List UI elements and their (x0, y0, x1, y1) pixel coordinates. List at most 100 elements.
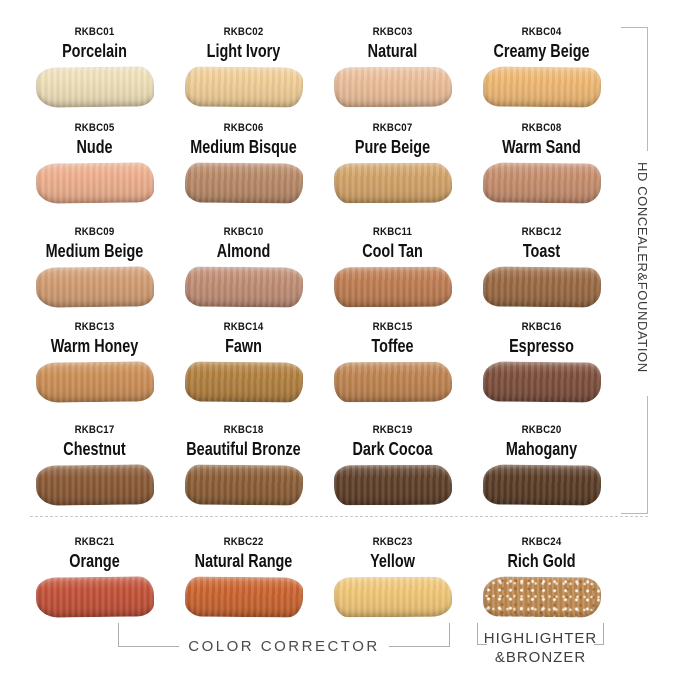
swatch-cell: RKBC03 Natural (318, 25, 467, 108)
section-divider-dashed-line (30, 516, 648, 517)
swatch-cell: RKBC07 Pure Beige (318, 121, 467, 204)
swatch-name: Orange (69, 551, 120, 571)
swatch-color-smear (333, 576, 452, 618)
swatch-cell: RKBC24 Rich Gold (467, 535, 616, 618)
bracket-line-left (119, 646, 180, 647)
bracket-top-tick (621, 27, 648, 28)
swatch-name: Cool Tan (362, 241, 423, 261)
swatch-name: Nude (76, 137, 113, 157)
swatch-code: RKBC08 (521, 122, 562, 134)
bracket-right-corner (594, 623, 604, 645)
swatch-row-6: RKBC21 Orange RKBC22 Natural Range RKBC2… (20, 535, 616, 618)
swatch-cell: RKBC09 Medium Beige (20, 225, 169, 308)
swatch-code: RKBC01 (74, 26, 115, 38)
swatch-color-smear (184, 66, 303, 108)
swatch-color-smear (482, 162, 601, 204)
swatch-color-smear (35, 464, 154, 506)
swatch-code: RKBC10 (223, 226, 264, 238)
swatch-color-smear-sparkle (482, 576, 601, 618)
right-group-bracket: HD CONCEALER&FOUNDATION (621, 27, 650, 514)
swatch-row-3: RKBC09 Medium Beige RKBC10 Almond RKBC11… (20, 225, 616, 308)
bracket-right-riser (449, 623, 450, 647)
swatch-cell: RKBC12 Toast (467, 225, 616, 308)
swatch-color-smear (333, 464, 452, 506)
swatch-name: Medium Beige (45, 241, 144, 261)
swatch-code: RKBC05 (74, 122, 115, 134)
swatch-color-smear (333, 266, 452, 308)
swatch-color-smear (184, 464, 303, 506)
swatch-code: RKBC09 (74, 226, 115, 238)
bracket-line-right (388, 646, 449, 647)
swatch-code: RKBC17 (74, 424, 115, 436)
swatch-code: RKBC21 (74, 536, 115, 548)
swatch-color-smear (35, 266, 154, 308)
swatch-cell: RKBC08 Warm Sand (467, 121, 616, 204)
swatch-cell: RKBC13 Warm Honey (20, 320, 169, 403)
swatch-cell: RKBC10 Almond (169, 225, 318, 308)
swatch-name: Yellow (370, 551, 415, 571)
swatch-cell: RKBC11 Cool Tan (318, 225, 467, 308)
swatch-code: RKBC23 (372, 536, 413, 548)
swatch-name: Toffee (371, 336, 414, 356)
swatch-cell: RKBC05 Nude (20, 121, 169, 204)
swatch-name: Almond (216, 241, 271, 261)
swatch-cell: RKBC22 Natural Range (169, 535, 318, 618)
swatch-code: RKBC14 (223, 321, 264, 333)
bottom-group-bracket-highlighter-bronzer: HIGHLIGHTER &BRONZER (477, 623, 604, 669)
swatch-code: RKBC04 (521, 26, 562, 38)
swatch-code: RKBC06 (223, 122, 264, 134)
swatch-name: Espresso (509, 336, 574, 356)
swatch-code: RKBC13 (74, 321, 115, 333)
swatch-color-smear (333, 162, 452, 204)
swatch-color-smear (482, 361, 601, 403)
swatch-name: Warm Honey (50, 336, 139, 356)
swatch-cell: RKBC04 Creamy Beige (467, 25, 616, 108)
swatch-code: RKBC03 (372, 26, 413, 38)
bracket-line-bottom (647, 396, 648, 514)
group-label-line-2: &BRONZER (494, 649, 587, 666)
swatch-code: RKBC07 (372, 122, 413, 134)
swatch-name: Creamy Beige (493, 41, 590, 61)
swatch-code: RKBC11 (372, 226, 413, 238)
swatch-row-1: RKBC01 Porcelain RKBC02 Light Ivory RKBC… (20, 25, 616, 108)
swatch-code: RKBC18 (223, 424, 264, 436)
swatch-cell: RKBC21 Orange (20, 535, 169, 618)
swatch-color-smear (35, 576, 154, 618)
swatch-code: RKBC12 (521, 226, 562, 238)
group-label-color-corrector: COLOR CORRECTOR (188, 637, 380, 655)
swatch-color-smear (35, 162, 154, 204)
swatch-cell: RKBC06 Medium Bisque (169, 121, 318, 204)
swatch-name: Natural Range (194, 551, 293, 571)
swatch-code: RKBC16 (521, 321, 562, 333)
swatch-name: Chestnut (63, 439, 126, 459)
swatch-cell: RKBC02 Light Ivory (169, 25, 318, 108)
bracket-bottom-tick (621, 513, 648, 514)
swatch-name: Warm Sand (502, 137, 581, 157)
swatch-name: Pure Beige (354, 137, 431, 157)
bracket-line-top (647, 27, 648, 151)
swatch-color-smear (35, 361, 154, 403)
swatch-row-4: RKBC13 Warm Honey RKBC14 Fawn RKBC15 Tof… (20, 320, 616, 403)
swatch-cell: RKBC16 Espresso (467, 320, 616, 403)
swatch-cell: RKBC18 Beautiful Bronze (169, 423, 318, 506)
swatch-color-smear (333, 66, 452, 108)
swatch-color-smear (35, 66, 154, 108)
swatch-cell: RKBC14 Fawn (169, 320, 318, 403)
swatch-row-5: RKBC17 Chestnut RKBC18 Beautiful Bronze … (20, 423, 616, 506)
swatch-color-smear (184, 576, 303, 618)
swatch-color-smear (184, 361, 303, 403)
swatch-color-smear (184, 162, 303, 204)
swatch-cell: RKBC20 Mahogany (467, 423, 616, 506)
swatch-cell: RKBC15 Toffee (318, 320, 467, 403)
swatch-name: Toast (522, 241, 561, 261)
swatch-name: Rich Gold (507, 551, 576, 571)
swatch-name: Mahogany (505, 439, 578, 459)
bottom-group-bracket-color-corrector: COLOR CORRECTOR (118, 623, 450, 654)
swatch-name: Dark Cocoa (352, 439, 433, 459)
swatch-code: RKBC15 (372, 321, 413, 333)
swatch-color-smear (333, 361, 452, 403)
group-label-line-1: HIGHLIGHTER (483, 630, 598, 647)
swatch-code: RKBC20 (521, 424, 562, 436)
swatch-name: Natural (367, 41, 418, 61)
